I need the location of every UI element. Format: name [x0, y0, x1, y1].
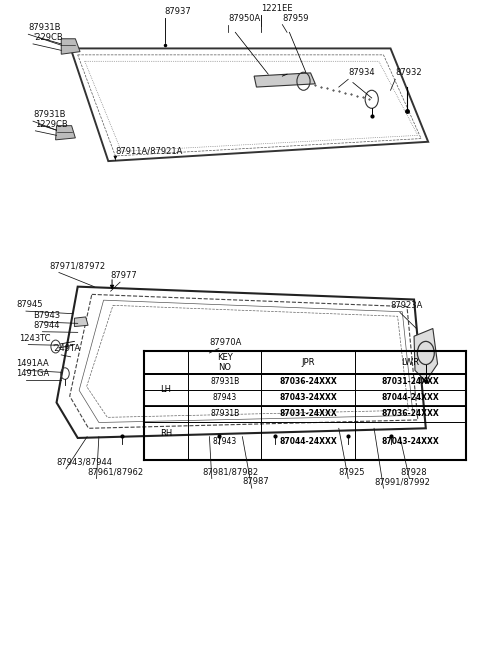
Text: 87043-24XXX: 87043-24XXX: [382, 437, 439, 445]
Text: 87031-24XXX: 87031-24XXX: [279, 409, 337, 419]
Text: 87961/87962: 87961/87962: [87, 468, 143, 476]
Text: 87943: 87943: [213, 437, 237, 445]
Polygon shape: [61, 39, 80, 55]
Text: 87911A/87921A: 87911A/87921A: [115, 147, 183, 156]
Text: '229CB: '229CB: [33, 33, 63, 42]
Text: 87036-24XXX: 87036-24XXX: [279, 377, 337, 386]
Text: 87928: 87928: [400, 468, 427, 476]
Text: 87931B: 87931B: [210, 377, 240, 386]
Text: 87971/87972: 87971/87972: [49, 261, 106, 271]
Text: LH: LH: [160, 385, 171, 394]
Text: 87931B: 87931B: [210, 409, 240, 419]
Text: 87981/87982: 87981/87982: [203, 468, 259, 476]
Text: 87044-24XXX: 87044-24XXX: [382, 394, 439, 402]
Text: LWR: LWR: [401, 358, 420, 367]
Text: 87044-24XXX: 87044-24XXX: [279, 437, 337, 445]
Text: 1491GA: 1491GA: [16, 369, 50, 378]
Text: KEY
NO: KEY NO: [217, 353, 233, 372]
Text: 87043-24XXX: 87043-24XXX: [279, 394, 337, 402]
Text: 87931B: 87931B: [28, 24, 61, 32]
Text: 87970A: 87970A: [209, 338, 242, 346]
Text: B7943: B7943: [33, 311, 60, 320]
Text: '249TA: '249TA: [52, 344, 80, 353]
Text: 87944: 87944: [33, 321, 60, 330]
Text: 87031-24XXX: 87031-24XXX: [382, 377, 439, 386]
Text: 87950A: 87950A: [228, 14, 261, 23]
Polygon shape: [254, 73, 315, 87]
Text: 87991/87992: 87991/87992: [374, 477, 430, 486]
Text: 87923A: 87923A: [391, 302, 423, 311]
Text: 87977: 87977: [110, 271, 137, 281]
Text: JPR: JPR: [301, 358, 315, 367]
Polygon shape: [414, 328, 438, 381]
Text: RH: RH: [160, 428, 172, 438]
Text: 87945: 87945: [16, 300, 43, 309]
Polygon shape: [56, 125, 75, 140]
Polygon shape: [74, 317, 88, 327]
Text: 87987: 87987: [242, 477, 269, 486]
Text: 1243TC: 1243TC: [19, 334, 50, 343]
Text: 87959: 87959: [282, 14, 309, 23]
Text: 87931B: 87931B: [33, 110, 66, 120]
Text: 87932: 87932: [395, 68, 422, 78]
Text: 1229CB: 1229CB: [36, 120, 68, 129]
Text: 87925: 87925: [339, 468, 365, 476]
Text: 1221EE: 1221EE: [261, 4, 293, 13]
Text: 87036-24XXX: 87036-24XXX: [382, 409, 439, 419]
Text: 1491AA: 1491AA: [16, 359, 49, 369]
Text: 87934: 87934: [348, 68, 375, 78]
Text: 87943: 87943: [213, 394, 237, 402]
Text: 87943/87944: 87943/87944: [57, 458, 112, 467]
Text: 87937: 87937: [165, 7, 192, 16]
